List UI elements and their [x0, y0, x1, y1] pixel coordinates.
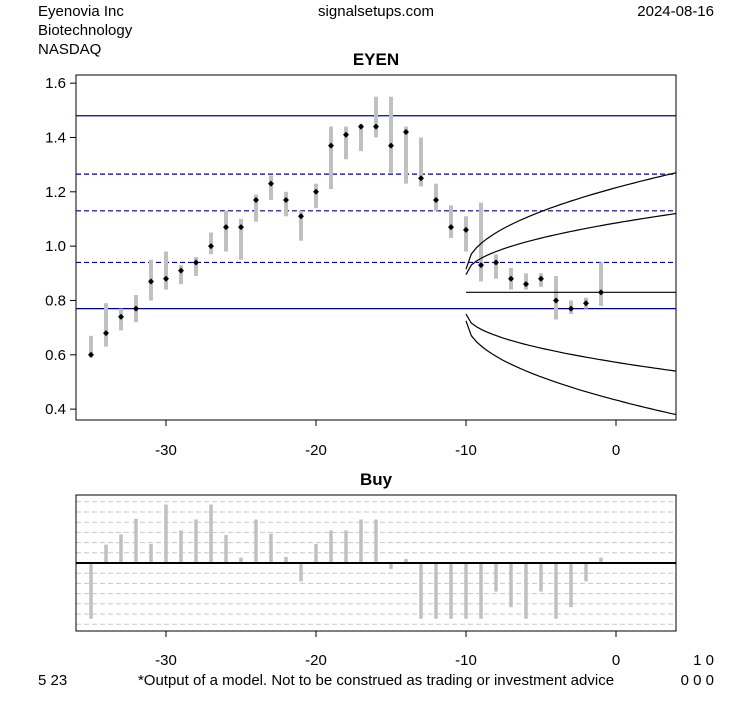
close-marker — [493, 259, 499, 266]
price-plot-frame — [75, 74, 677, 421]
y-tick-label: 1.0 — [45, 238, 66, 255]
projection-band-curve — [465, 172, 677, 270]
close-marker — [418, 175, 424, 182]
close-marker — [268, 180, 274, 187]
x-tick-label: -30 — [155, 442, 177, 459]
footer-code: 5 23 — [38, 672, 67, 689]
close-marker — [253, 196, 259, 203]
close-marker — [343, 131, 349, 138]
close-marker — [508, 275, 514, 282]
close-marker — [478, 262, 484, 269]
close-marker — [178, 267, 184, 274]
close-marker — [403, 129, 409, 136]
close-marker — [523, 281, 529, 288]
close-marker — [193, 259, 199, 266]
buy-chart-title: Buy — [360, 470, 393, 489]
close-marker — [448, 224, 454, 231]
y-tick-label: 0.4 — [45, 401, 66, 418]
close-marker — [313, 188, 319, 195]
close-marker — [553, 297, 559, 304]
close-marker — [568, 305, 574, 312]
close-marker — [463, 226, 469, 233]
report-date: 2024-08-16 — [637, 3, 714, 20]
buy-x-tick-label: -10 — [455, 652, 477, 669]
footer-right-bottom: 0 0 0 — [681, 672, 714, 689]
projection-band-curve — [465, 320, 677, 416]
close-marker — [118, 313, 124, 320]
close-marker — [238, 224, 244, 231]
close-marker — [133, 305, 139, 312]
y-tick-label: 0.8 — [45, 292, 66, 309]
close-marker — [208, 243, 214, 250]
source-site: signalsetups.com — [318, 3, 434, 20]
y-tick-label: 1.4 — [45, 129, 66, 146]
close-marker — [223, 224, 229, 231]
buy-x-tick-label: 0 — [612, 652, 620, 669]
x-tick-label: 0 — [612, 442, 620, 459]
close-marker — [283, 196, 289, 203]
buy-x-tick-label: -30 — [155, 652, 177, 669]
close-marker — [148, 278, 154, 285]
price-chart-title: EYEN — [353, 50, 399, 69]
disclaimer: *Output of a model. Not to be construed … — [138, 672, 614, 689]
close-marker — [433, 196, 439, 203]
close-marker — [358, 123, 364, 130]
close-marker — [298, 213, 304, 220]
close-marker — [373, 123, 379, 130]
buy-x-tick-label: -20 — [305, 652, 327, 669]
projection-band-curve — [465, 212, 677, 275]
exchange-label: NASDAQ — [38, 41, 102, 58]
projection-band-curve — [465, 313, 677, 372]
close-marker — [388, 142, 394, 149]
x-tick-label: -10 — [455, 442, 477, 459]
buy-plot-frame — [75, 494, 677, 632]
x-tick-label: -20 — [305, 442, 327, 459]
close-marker — [538, 275, 544, 282]
sector-label: Biotechnology — [38, 22, 133, 39]
y-tick-label: 0.6 — [45, 347, 66, 364]
buy-panel: Buy -30 -20 -10 0 — [75, 470, 677, 669]
company-name: Eyenovia Inc — [38, 3, 124, 20]
close-marker — [583, 300, 589, 307]
close-marker — [103, 330, 109, 337]
close-marker — [88, 351, 94, 358]
close-marker — [328, 142, 334, 149]
close-marker — [163, 275, 169, 282]
y-tick-label: 1.2 — [45, 184, 66, 201]
footer-right-top: 1 0 — [693, 652, 714, 669]
y-tick-label: 1.6 — [45, 75, 66, 92]
price-panel: EYEN 0.4 0.6 0.8 1.0 1.2 1.4 1.6 -30 -20 -10 0 — [45, 50, 677, 459]
